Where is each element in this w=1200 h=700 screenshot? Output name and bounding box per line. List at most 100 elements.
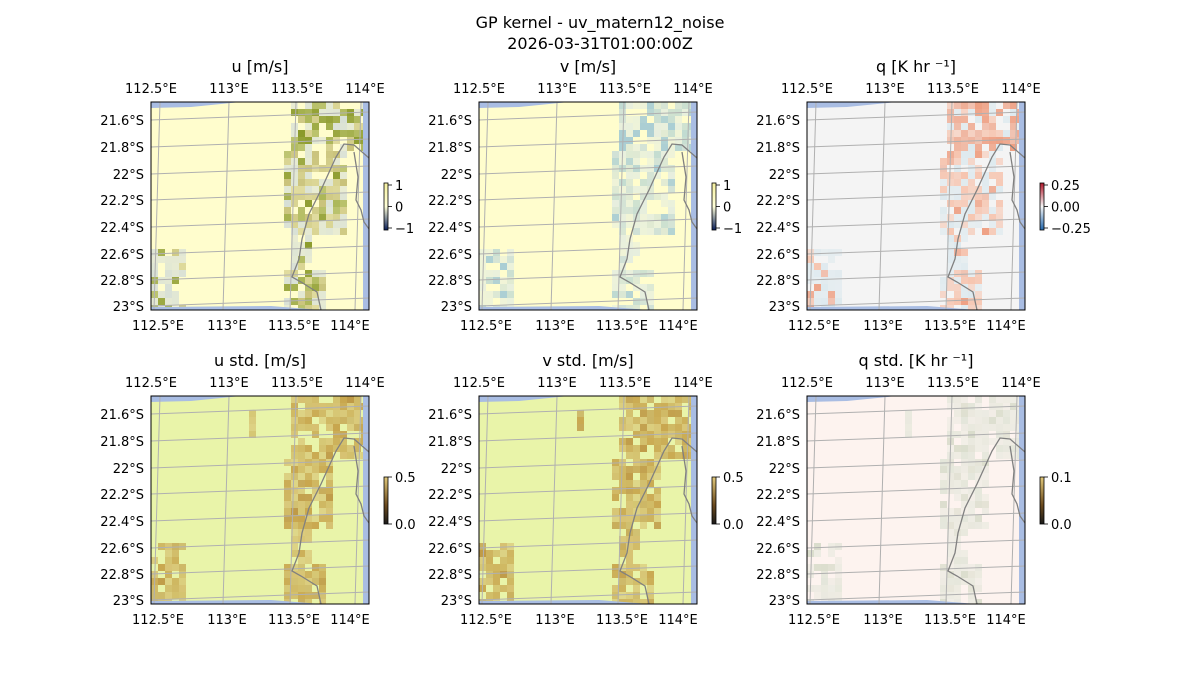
cell [828,277,835,284]
cell [996,410,1003,417]
cell [647,571,654,578]
cell [619,543,626,550]
cell [493,256,500,263]
cell [319,403,326,410]
cell [340,144,347,151]
cell [291,193,298,200]
cell [968,165,975,172]
cell [814,564,821,571]
ocean-edge-bottom [807,600,977,604]
ocean-edge-top [807,102,897,108]
cell [954,452,961,459]
cell [612,214,619,221]
cell [626,522,633,529]
gridlines [151,396,369,604]
cell [612,522,619,529]
cell [165,543,172,550]
cell [975,501,982,508]
gridlines [479,102,697,310]
cell [668,137,675,144]
cell [158,298,165,305]
ocean-edge-top [807,396,897,402]
gridline-lat [479,138,697,148]
cell [954,480,961,487]
cell [291,249,298,256]
cell [298,487,305,494]
cell [626,179,633,186]
cell [626,452,633,459]
cell [828,249,835,256]
cell [640,165,647,172]
cell [668,130,675,137]
cell [654,130,661,137]
cell [354,123,361,130]
cell [626,102,633,109]
cell [298,137,305,144]
cell [298,172,305,179]
cell [326,186,333,193]
cell [619,130,626,137]
axes-frame [150,101,370,311]
cell [619,522,626,529]
cell [961,501,968,508]
gridline-lat [807,459,1025,469]
cell [633,487,640,494]
cell [947,200,954,207]
colorbar: 0.5 0.0 [383,471,416,533]
cell [326,438,333,445]
figure-title: GP kernel - uv_matern12_noise [476,13,725,33]
cell [661,452,668,459]
gridline-lat [807,165,1025,175]
cell [612,585,619,592]
cell [954,158,961,165]
cell [989,410,996,417]
cell [312,305,319,310]
cell [619,200,626,207]
cell [654,102,661,109]
cell [319,410,326,417]
cell [1003,445,1010,452]
cell [500,263,507,270]
cell [905,410,912,417]
coastline [619,437,697,604]
cell [612,186,619,193]
x-tick-label-bottom: 113.5°E [268,613,320,628]
cell [954,193,961,200]
cell [961,396,968,403]
cell [940,515,947,522]
cell [284,277,291,284]
cell [340,116,347,123]
cell [312,396,319,403]
cell [633,445,640,452]
cell [640,207,647,214]
cell [479,249,486,256]
cell [640,102,647,109]
cell [249,424,256,431]
cell [158,592,165,599]
cell [500,298,507,305]
cell [640,417,647,424]
cell [975,291,982,298]
cell [640,515,647,522]
cell [940,578,947,585]
cell [305,172,312,179]
cell [954,214,961,221]
cell [291,529,298,536]
cell [172,291,179,298]
cell [968,221,975,228]
cell [486,277,493,284]
cell [940,473,947,480]
cell [619,249,626,256]
cell [298,571,305,578]
x-tick-label-bottom: 113°E [535,319,575,334]
cell [298,291,305,298]
cell [814,270,821,277]
cell [340,172,347,179]
cell [486,256,493,263]
cell [661,102,668,109]
cell [940,508,947,515]
cell [493,249,500,256]
cell [284,501,291,508]
cell [835,564,842,571]
